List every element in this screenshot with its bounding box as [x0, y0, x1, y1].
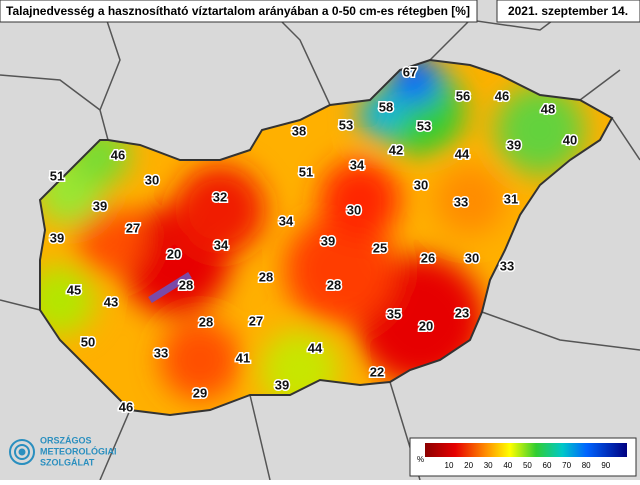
station-value: 28	[327, 277, 341, 292]
station-value: 30	[465, 250, 479, 265]
station-value: 44	[308, 340, 323, 355]
station-value: 58	[379, 99, 393, 114]
station-value: 51	[50, 168, 64, 183]
station-value: 44	[455, 146, 470, 161]
station-value: 30	[347, 202, 361, 217]
legend-tick: 60	[543, 461, 552, 470]
station-value: 31	[504, 191, 518, 206]
station-value: 67	[403, 64, 417, 79]
station-value: 43	[104, 294, 118, 309]
legend-unit: %	[417, 455, 424, 464]
station-value: 33	[154, 345, 168, 360]
legend-bar	[425, 443, 627, 457]
station-value: 28	[199, 314, 213, 329]
logo-text: METEOROLÓGIAI	[40, 445, 117, 456]
logo	[9, 439, 35, 465]
lake	[148, 272, 192, 303]
title-box	[0, 0, 478, 23]
station-value: 33	[500, 258, 514, 273]
station-value: 50	[81, 334, 95, 349]
legend-tick: 30	[484, 461, 493, 470]
station-value: 34	[350, 157, 365, 172]
station-value: 46	[495, 88, 509, 103]
station-value: 42	[389, 142, 403, 157]
title: Talajnedvesség a hasznosítható víztartal…	[6, 4, 470, 18]
station-value: 23	[455, 305, 469, 320]
legend-tick: 40	[503, 461, 512, 470]
station-value: 25	[373, 240, 387, 255]
station-value: 48	[541, 101, 555, 116]
station-value: 28	[179, 277, 193, 292]
station-value: 27	[126, 220, 140, 235]
station-value: 22	[370, 364, 384, 379]
station-value: 45	[67, 282, 81, 297]
station-value: 34	[279, 213, 294, 228]
logo-text: ORSZÁGOS	[40, 435, 92, 445]
station-value: 39	[50, 230, 64, 245]
station-value: 29	[193, 385, 207, 400]
station-value: 26	[421, 250, 435, 265]
station-value: 39	[321, 233, 335, 248]
legend-tick: 20	[464, 461, 473, 470]
legend-tick: 70	[562, 461, 571, 470]
station-value: 39	[507, 137, 521, 152]
station-value: 33	[454, 194, 468, 209]
station-value: 35	[387, 306, 401, 321]
station-value: 34	[214, 237, 229, 252]
station-value: 20	[419, 318, 433, 333]
station-value: 30	[145, 172, 159, 187]
station-value: 28	[259, 269, 273, 284]
logo-text: SZOLGÁLAT	[40, 457, 95, 467]
station-value: 39	[275, 377, 289, 392]
station-value: 46	[111, 147, 125, 162]
station-value: 53	[417, 118, 431, 133]
station-value: 38	[292, 123, 306, 138]
station-value: 30	[414, 177, 428, 192]
station-value: 39	[93, 198, 107, 213]
station-value: 20	[167, 246, 181, 261]
station-value: 40	[563, 132, 577, 147]
station-value: 51	[299, 164, 313, 179]
station-value: 41	[236, 350, 250, 365]
legend-tick: 90	[601, 461, 610, 470]
station-value: 46	[119, 399, 133, 414]
legend-tick: 50	[523, 461, 532, 470]
legend-tick: 10	[445, 461, 454, 470]
station-value: 56	[456, 88, 470, 103]
date-box	[496, 0, 640, 23]
station-value: 53	[339, 117, 353, 132]
legend-tick: 80	[582, 461, 591, 470]
station-value: 32	[213, 189, 227, 204]
date: 2021. szeptember 14.	[508, 4, 628, 18]
station-value: 27	[249, 313, 263, 328]
